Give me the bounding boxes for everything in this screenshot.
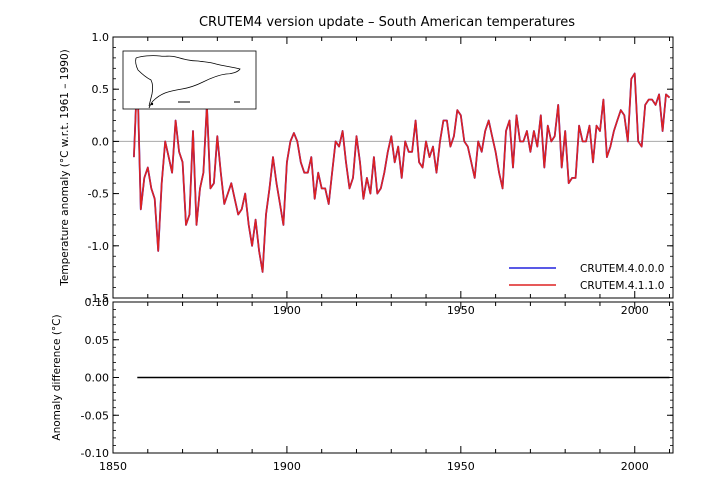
- lower-x-tick-label: 2000: [621, 460, 649, 473]
- lower-y-tick-label: 0.05: [85, 334, 110, 347]
- series-line-1: [133, 72, 671, 273]
- lower-y-ticks: 0.10 0.05 0.00 -0.05 -0.10: [81, 296, 673, 460]
- upper-y-tick-label: -1.5: [88, 292, 109, 305]
- upper-x-tick-label: 1900: [273, 304, 301, 317]
- upper-y-tick-label: 1.0: [92, 31, 110, 44]
- temperature-panel: 1.0 0.5 0.0 -0.5 -1.0 -1.5 1900 1950 2000 Tempe…: [59, 31, 674, 317]
- lower-x-tick-label: 1950: [447, 460, 475, 473]
- temperature-series-group: [133, 72, 671, 273]
- lower-y-tick-label: 0.10: [85, 296, 110, 309]
- chart-title: CRUTEM4 version update – South American …: [199, 15, 575, 30]
- legend: CRUTEM.4.0.0.0 CRUTEM.4.1.1.0: [509, 263, 665, 292]
- lower-x-tick-label: 1900: [273, 460, 301, 473]
- upper-y-ticks: 1.0 0.5 0.0 -0.5 -1.0 -1.5: [88, 31, 673, 305]
- legend-label-crutem-4110: CRUTEM.4.1.1.0: [580, 280, 665, 292]
- upper-y-tick-label: -1.0: [88, 240, 109, 253]
- upper-x-tick-label: 2000: [621, 304, 649, 317]
- upper-y-tick-label: 0.5: [92, 83, 110, 96]
- lower-y-tick-label: -0.05: [81, 409, 109, 422]
- upper-y-tick-label: 0.0: [92, 135, 110, 148]
- lower-x-ticks: 1850 1900 1950 2000: [99, 302, 671, 473]
- upper-x-ticks: 1900 1950 2000: [112, 37, 671, 317]
- lower-y-tick-label: 0.00: [85, 372, 110, 385]
- lower-y-axis-label: Anomaly difference (°C): [51, 314, 63, 440]
- difference-panel: 0.100.050.00-0.05-0.10 1850 1900 1950 2000 …: [51, 296, 674, 473]
- lower-y-tick-label: -0.10: [81, 447, 109, 460]
- lower-x-tick-label: 1850: [99, 460, 127, 473]
- south-america-map-inset: [122, 50, 257, 110]
- upper-plot-frame: [112, 36, 674, 299]
- upper-x-tick-label: 1950: [447, 304, 475, 317]
- upper-y-axis-label: Temperature anomaly (°C w.r.t. 1961 – 19…: [59, 49, 71, 286]
- upper-y-tick-label: -0.5: [88, 188, 109, 201]
- legend-label-crutem-4000: CRUTEM.4.0.0.0: [580, 263, 665, 275]
